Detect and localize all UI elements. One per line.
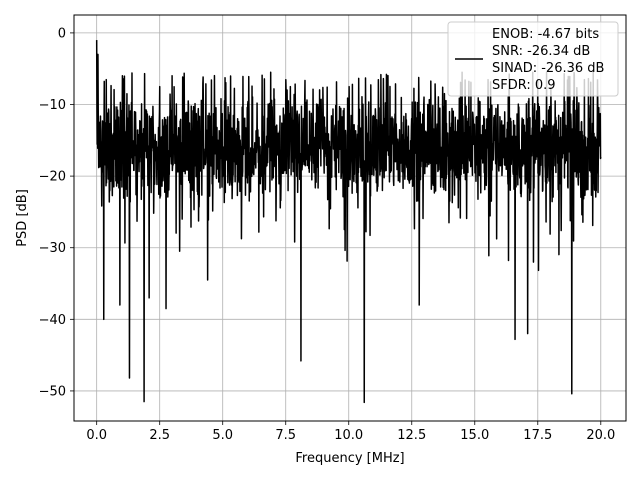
y-tick-label: −40 <box>39 313 66 328</box>
x-tick-label: 15.0 <box>460 428 489 443</box>
legend-sinad: SINAD: -26.36 dB <box>492 61 604 76</box>
x-tick-label: 20.0 <box>586 428 615 443</box>
x-tick-label: 2.5 <box>149 428 170 443</box>
x-tick-label: 10.0 <box>334 428 363 443</box>
y-axis-label: PSD [dB] <box>15 189 30 247</box>
axis-ticks: 0.0 2.5 5.0 7.5 10.0 12.5 15.0 17.5 20.0 0 −10 −20 −… <box>39 26 616 443</box>
y-tick-label: 0 <box>58 26 66 41</box>
x-tick-label: 17.5 <box>523 428 552 443</box>
legend-enob: ENOB: -4.67 bits <box>492 27 599 42</box>
x-tick-label: 0.0 <box>86 428 107 443</box>
x-tick-label: 12.5 <box>397 428 426 443</box>
x-tick-label: 7.5 <box>275 428 296 443</box>
plot-area-data <box>95 40 602 404</box>
legend: ENOB: -4.67 bits SNR: -26.34 dB SINAD: -… <box>447 21 619 97</box>
x-axis-label: Frequency [MHz] <box>295 451 404 466</box>
legend-box <box>447 21 619 97</box>
legend-sfdr: SFDR: 0.9 <box>492 78 556 93</box>
y-tick-label: −20 <box>39 170 66 185</box>
x-tick-label: 5.0 <box>212 428 233 443</box>
psd-series-line <box>95 40 602 404</box>
axes-frame <box>73 14 627 422</box>
y-tick-label: −50 <box>39 384 66 399</box>
legend-snr: SNR: -26.34 dB <box>492 44 590 59</box>
y-tick-label: −30 <box>39 241 66 256</box>
y-tick-label: −10 <box>39 98 66 113</box>
